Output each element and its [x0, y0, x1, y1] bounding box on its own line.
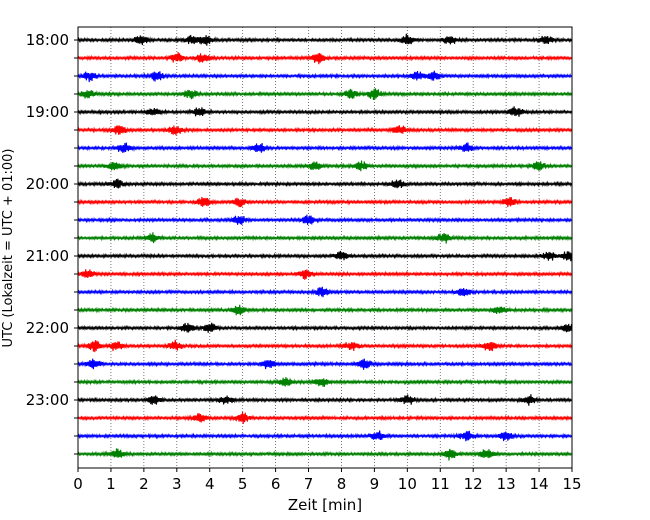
x-tick-label: 1: [106, 475, 116, 493]
trace-line: [77, 376, 573, 387]
trace-line: [77, 214, 572, 225]
x-tick-label: 3: [172, 475, 182, 493]
x-tick-label: 2: [139, 475, 149, 493]
x-tick-label: 9: [370, 475, 380, 493]
trace-line: [77, 142, 573, 153]
y-tick-label: 22:00: [26, 319, 69, 337]
y-tick-label: 21:00: [26, 247, 69, 265]
trace-line: [77, 358, 572, 370]
trace-line: [77, 250, 573, 262]
y-tick-label: 20:00: [26, 175, 69, 193]
x-tick-label: 10: [398, 475, 417, 493]
x-tick-label: 14: [530, 475, 549, 493]
trace-line: [77, 411, 573, 424]
y-axis: 18:00 19:00 20:00 21:00 22:00 23:00: [26, 31, 78, 455]
plot-frame: [77, 26, 573, 469]
trace-line: [77, 88, 573, 100]
x-tick-label: 13: [497, 475, 516, 493]
trace-line: [77, 304, 573, 316]
trace-line: [77, 322, 573, 333]
x-tick-label: 4: [205, 475, 215, 493]
trace-line: [77, 178, 573, 189]
y-tick-label: 18:00: [26, 31, 69, 49]
trace-line: [77, 394, 572, 406]
trace-line: [77, 430, 572, 442]
trace-line: [77, 286, 573, 298]
trace-line: [77, 33, 573, 46]
x-tick-label: 7: [304, 475, 314, 493]
trace-line: [77, 196, 573, 208]
x-axis: 0 1 2 3 4 5 6 7 8 9 10 11 12 13 14 15: [73, 468, 582, 493]
x-tick-label: 5: [238, 475, 248, 493]
trace-line: [77, 339, 573, 353]
x-tick-label: 8: [337, 475, 347, 493]
trace-line: [77, 160, 572, 172]
trace-line: [77, 232, 573, 244]
trace-line: [77, 448, 572, 461]
x-tick-label: 15: [562, 475, 581, 493]
x-tick-label: 6: [271, 475, 281, 493]
y-tick-label: 19:00: [26, 103, 69, 121]
trace-line: [77, 70, 572, 83]
x-tick-label: 12: [464, 475, 483, 493]
x-axis-label: Zeit [min]: [288, 496, 362, 514]
seismic-traces: [77, 33, 573, 461]
trace-line: [77, 51, 572, 65]
trace-line: [77, 106, 573, 117]
trace-line: [77, 269, 573, 280]
y-axis-label: UTC (Lokalzeit = UTC + 01:00): [1, 149, 16, 348]
x-tick-label: 11: [431, 475, 450, 493]
y-tick-label: 23:00: [26, 391, 69, 409]
x-tick-label: 0: [73, 475, 83, 493]
trace-line: [77, 125, 573, 136]
